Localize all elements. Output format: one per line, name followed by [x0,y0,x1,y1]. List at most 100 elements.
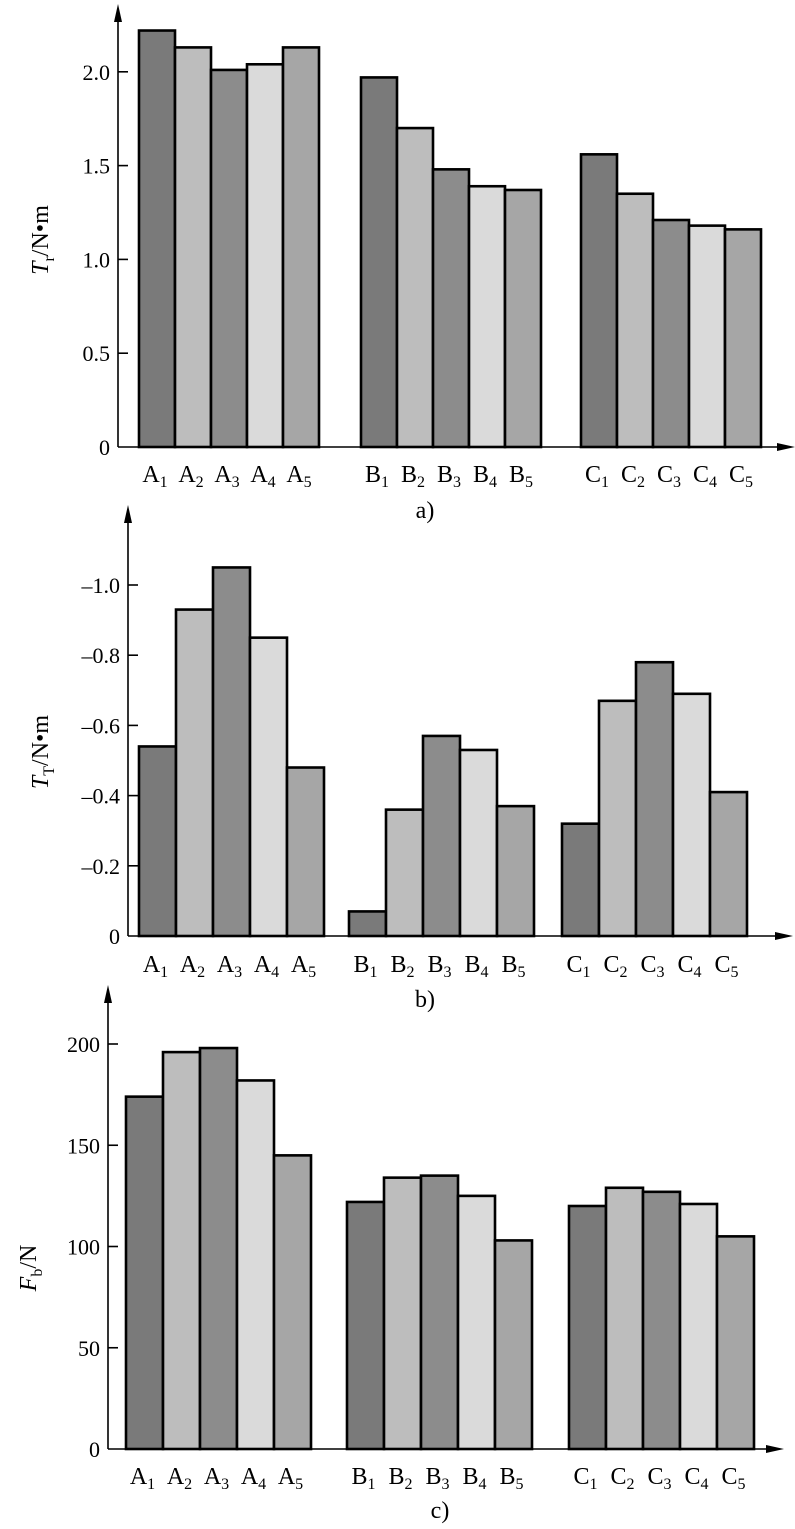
category-letter: C [721,1464,737,1490]
x-axis-arrow-icon [777,443,795,451]
category-letter: B [501,952,517,978]
category-letter: B [351,1464,367,1490]
y-axis-label: Fb/N [16,1245,46,1293]
category-letter: A [142,462,160,488]
category-subscript: 1 [160,964,168,981]
category-label: B2 [388,1464,412,1493]
bar-a1 [137,29,177,449]
bar-c3 [641,1190,682,1451]
category-subscript: 5 [525,474,533,491]
panel-c: Fb/N c) A1 A2 A3 A4 A5 B1 B2 B3 B4 B5 C1 C2 C3 C4 C505… [16,985,784,1524]
category-letter: B [437,462,453,488]
category-label: B3 [427,952,451,981]
category-letter: A [143,952,161,978]
y-tick-label: 150 [67,1133,100,1158]
category-subscript: 5 [731,964,739,981]
bar-a1 [124,1095,165,1451]
category-letter: B [509,462,525,488]
bar-a2 [174,608,215,938]
y-axis-subscript: r [41,256,58,262]
y-tick-label: 100 [67,1235,100,1260]
y-tick-label: –0.4 [81,784,121,809]
category-label: B1 [353,952,377,981]
bar-group-c: C1 C2 C3 C4 C5 [560,660,749,981]
category-letter: A [130,1464,148,1490]
bar-group-b: B1 B2 B3 B4 B5 [359,76,543,491]
y-axis-unit: /N•m [28,205,54,256]
category-label: A2 [167,1464,192,1493]
category-subscript: 3 [221,1476,229,1493]
bar-c3 [634,660,675,938]
category-letter: B [401,462,417,488]
category-label: C1 [566,952,590,981]
category-subscript: 2 [196,474,204,491]
bar-b3 [419,1174,460,1451]
category-letter: C [573,1464,589,1490]
category-letter: B [499,1464,515,1490]
bar-a3 [198,1046,239,1451]
y-axis-unit: /N [16,1245,42,1269]
bar-group-a: A1 A2 A3 A4 A5 [124,1046,313,1493]
category-letter: A [178,462,196,488]
category-letter: B [464,952,480,978]
category-letter: A [291,952,309,978]
category-label: B4 [473,462,497,491]
category-letter: A [254,952,272,978]
category-letter: A [241,1464,259,1490]
panel-label: a) [416,498,435,524]
category-label: A5 [291,952,316,981]
category-letter: C [714,952,730,978]
category-letter: A [167,1464,185,1490]
bar-c5 [715,1235,756,1451]
category-label: C4 [677,952,701,981]
y-tick-label: –1.0 [81,573,121,598]
bar-b4 [467,184,507,449]
category-label: A1 [130,1464,155,1493]
category-letter: A [204,1464,222,1490]
category-letter: C [566,952,582,978]
category-subscript: 4 [709,474,717,491]
bar-b1 [347,910,388,938]
category-subscript: 1 [147,1476,155,1493]
bar-c4 [687,224,727,449]
category-label: A3 [217,952,242,981]
y-tick-label: 0.5 [83,341,111,366]
category-subscript: 1 [368,1476,376,1493]
y-axis-symbol: T [28,774,54,789]
category-label: C2 [621,462,645,491]
bar-group-a: A1 A2 A3 A4 A5 [137,29,321,491]
bar-a1 [137,745,178,938]
category-subscript: 5 [304,474,312,491]
category-label: C5 [729,462,753,491]
category-letter: A [250,462,268,488]
category-subscript: 3 [442,1476,450,1493]
category-letter: A [214,462,232,488]
y-axis-arrow-icon [114,4,122,22]
category-subscript: 4 [271,964,279,981]
y-tick-label: –0.6 [81,713,121,738]
bar-b3 [421,734,462,938]
category-letter: B [473,462,489,488]
y-axis-arrow-icon [104,985,112,1003]
y-tick-label: 0 [99,435,110,460]
bar-a3 [209,68,249,449]
category-subscript: 3 [444,964,452,981]
category-label: B5 [509,462,533,491]
category-subscript: 3 [657,964,665,981]
category-letter: B [462,1464,478,1490]
category-subscript: 5 [295,1476,303,1493]
y-axis-subscript: b [29,1269,46,1277]
category-subscript: 2 [620,964,628,981]
bar-b4 [456,1194,497,1451]
y-tick-label: 2.0 [83,60,111,85]
bar-a2 [173,46,213,449]
category-label: C5 [714,952,738,981]
category-label: B5 [499,1464,523,1493]
category-subscript: 1 [601,474,609,491]
category-letter: C [640,952,656,978]
category-label: B2 [390,952,414,981]
bar-b2 [382,1176,423,1451]
bar-b1 [345,1200,386,1451]
category-subscript: 1 [381,474,389,491]
bar-a4 [248,636,289,938]
